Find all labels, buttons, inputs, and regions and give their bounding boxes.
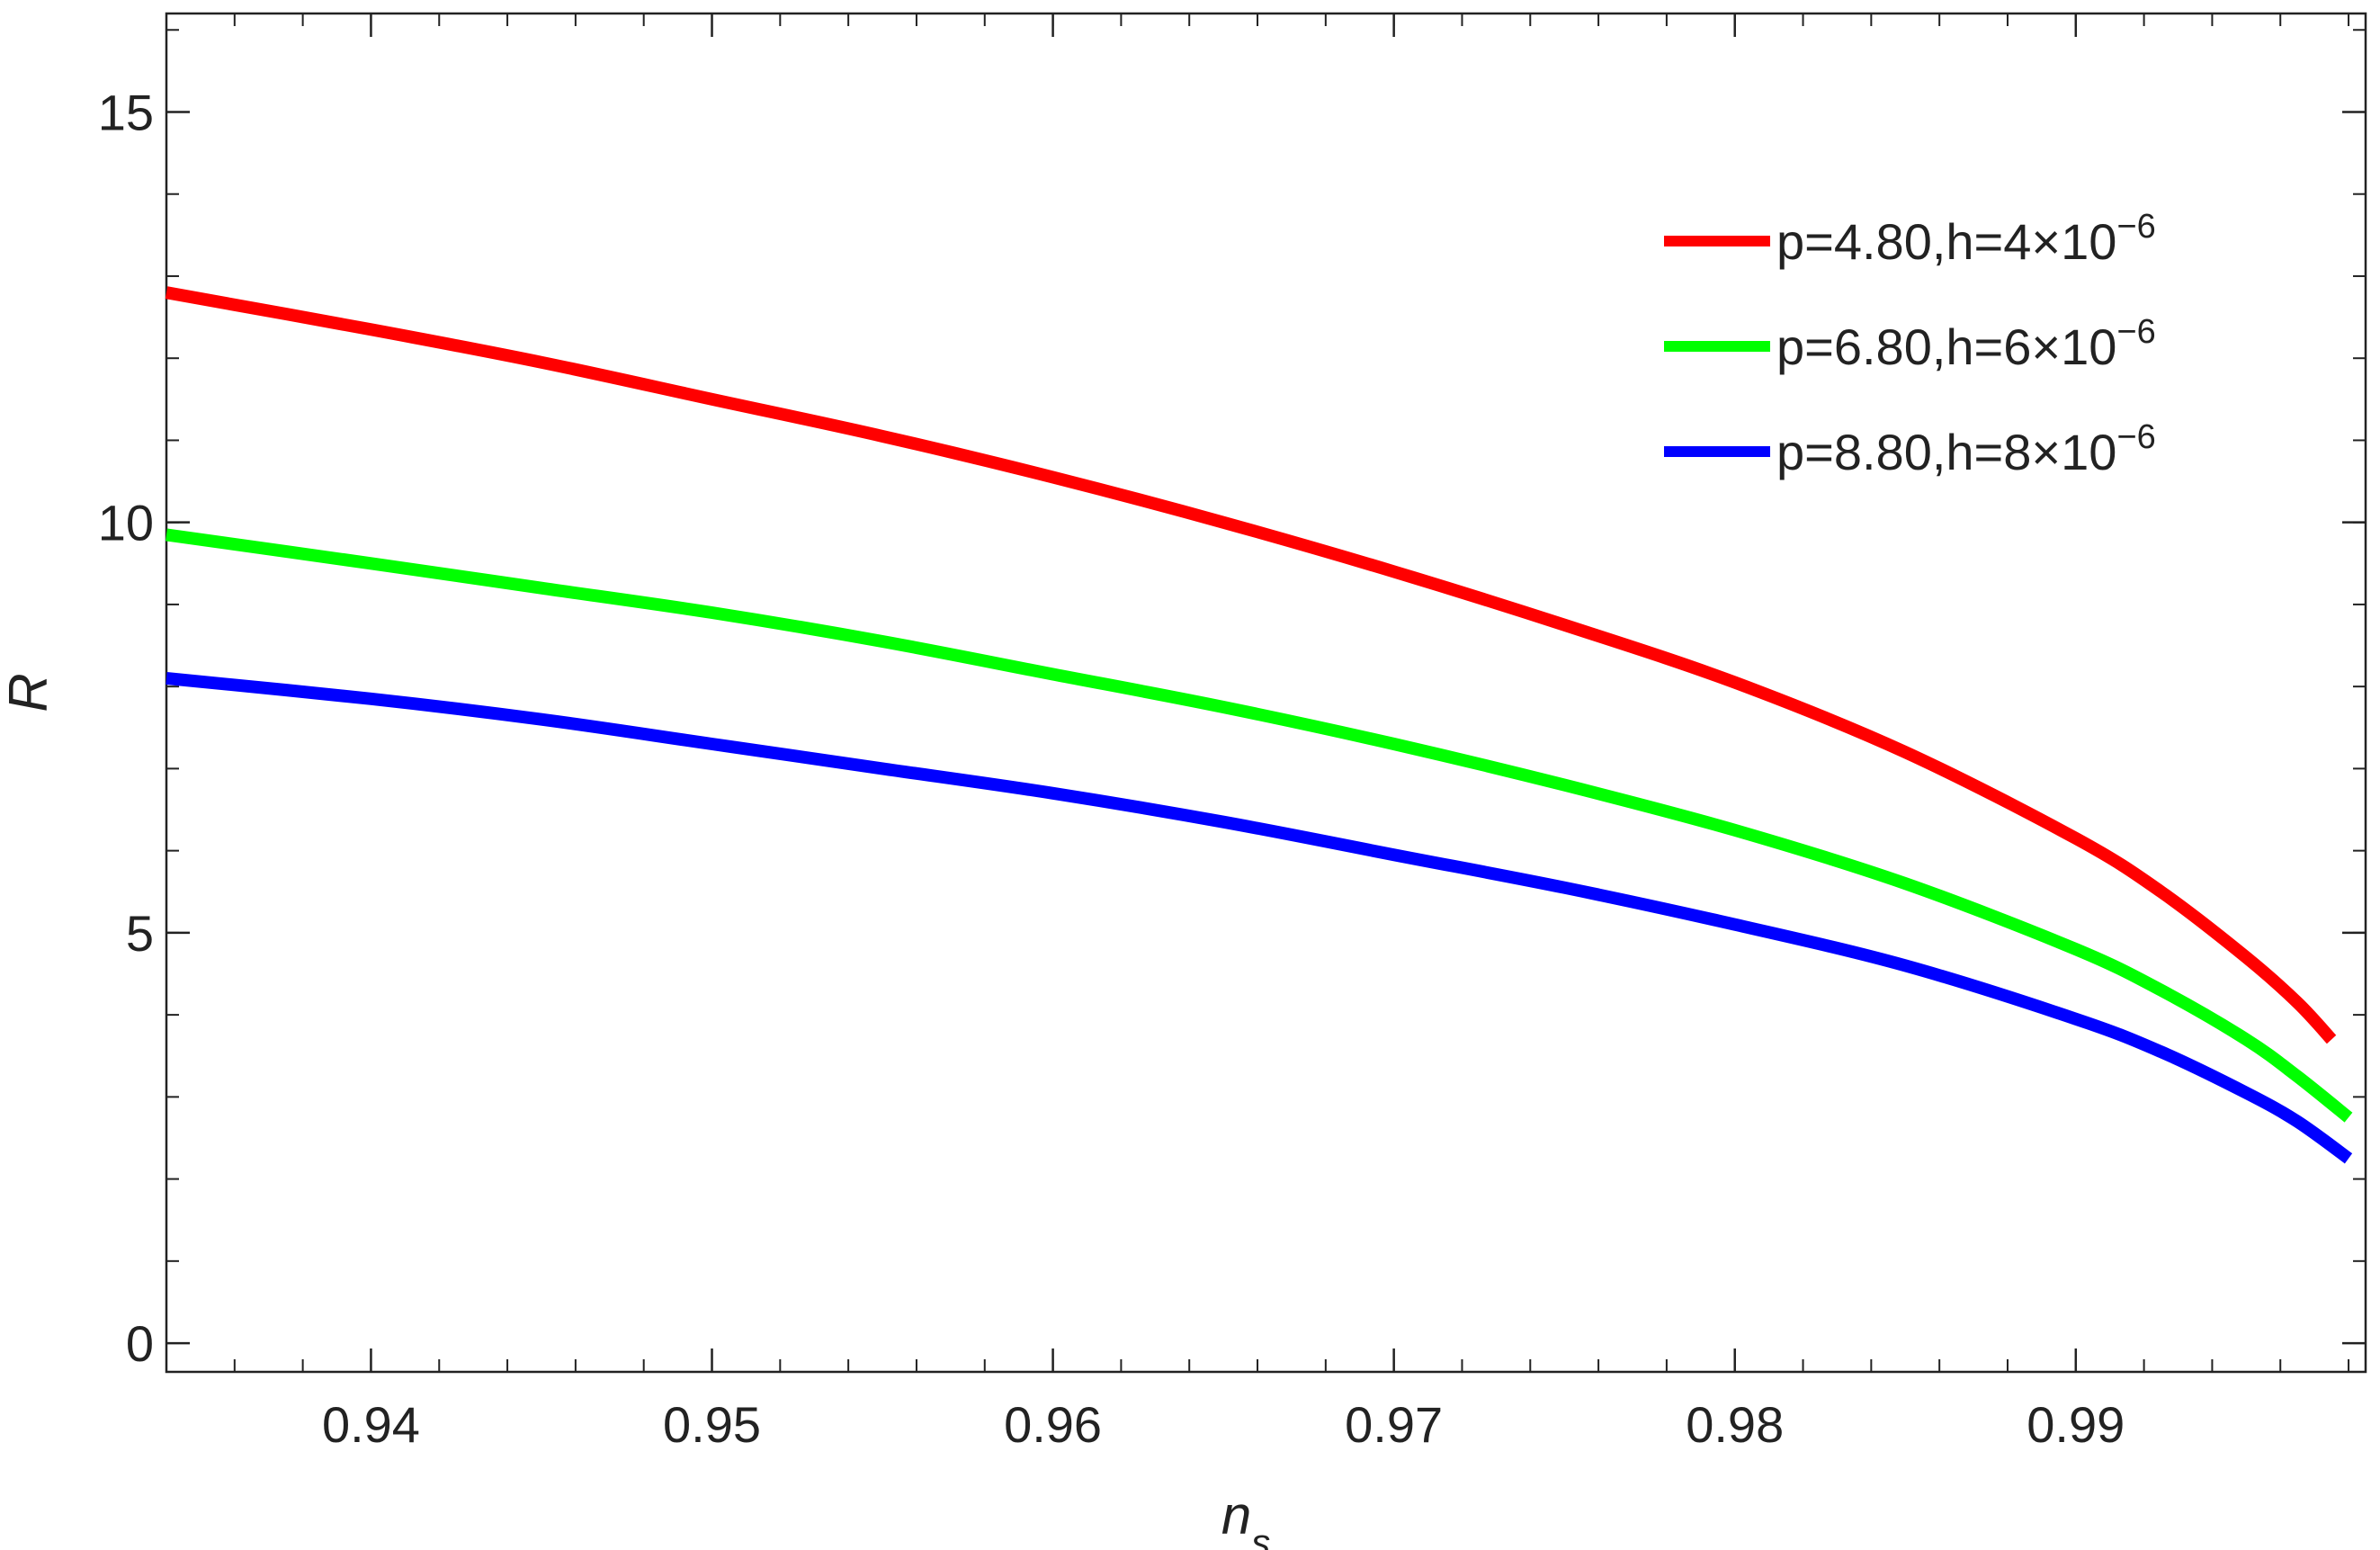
series-line-1 <box>166 528 2353 1123</box>
x-axis-title: ns <box>1221 1485 1270 1550</box>
y-axis-title: R <box>0 673 58 712</box>
legend-item: p=4.80,h=4×10−6 <box>1664 208 2156 270</box>
y-tick-labels: 0 5 10 15 <box>98 84 154 1372</box>
x-tick-labels: 0.94 0.95 0.96 0.97 0.98 0.99 <box>322 1396 2125 1453</box>
major-ticks <box>166 13 2366 1372</box>
legend-label-exponent: −6 <box>2116 418 2155 456</box>
legend-label-main: p=6.80,h=6×10 <box>1776 318 2116 375</box>
legend-label-main: p=4.80,h=4×10 <box>1776 213 2116 270</box>
legend-item: p=6.80,h=6×10−6 <box>1664 313 2156 375</box>
y-tick-label: 5 <box>126 905 154 962</box>
legend-label: p=8.80,h=8×10−6 <box>1776 418 2156 480</box>
legend-label-exponent: −6 <box>2116 313 2155 351</box>
x-tick-label: 0.96 <box>1004 1396 1102 1453</box>
x-tick-label: 0.97 <box>1345 1396 1443 1453</box>
y-tick-label: 0 <box>126 1315 154 1372</box>
y-tick-label: 10 <box>98 495 154 551</box>
x-tick-label: 0.95 <box>663 1396 761 1453</box>
series-line-0 <box>165 286 2337 1044</box>
x-axis-title-main: n <box>1221 1485 1251 1546</box>
plot-frame <box>165 12 2367 1374</box>
legend: p=4.80,h=4×10−6p=6.80,h=6×10−6p=8.80,h=8… <box>1664 208 2156 480</box>
y-tick-label: 15 <box>98 84 154 140</box>
legend-label: p=4.80,h=4×10−6 <box>1776 208 2156 270</box>
series-line-2 <box>166 672 2353 1164</box>
legend-label-main: p=8.80,h=8×10 <box>1776 424 2116 480</box>
x-tick-label: 0.98 <box>1686 1396 1784 1453</box>
legend-label: p=6.80,h=6×10−6 <box>1776 313 2156 375</box>
series-lines <box>165 286 2353 1164</box>
x-tick-label: 0.94 <box>322 1396 420 1453</box>
x-tick-label: 0.99 <box>2027 1396 2125 1453</box>
legend-item: p=8.80,h=8×10−6 <box>1664 418 2156 480</box>
legend-label-exponent: −6 <box>2116 208 2155 246</box>
x-axis-title-sub: s <box>1251 1521 1270 1550</box>
